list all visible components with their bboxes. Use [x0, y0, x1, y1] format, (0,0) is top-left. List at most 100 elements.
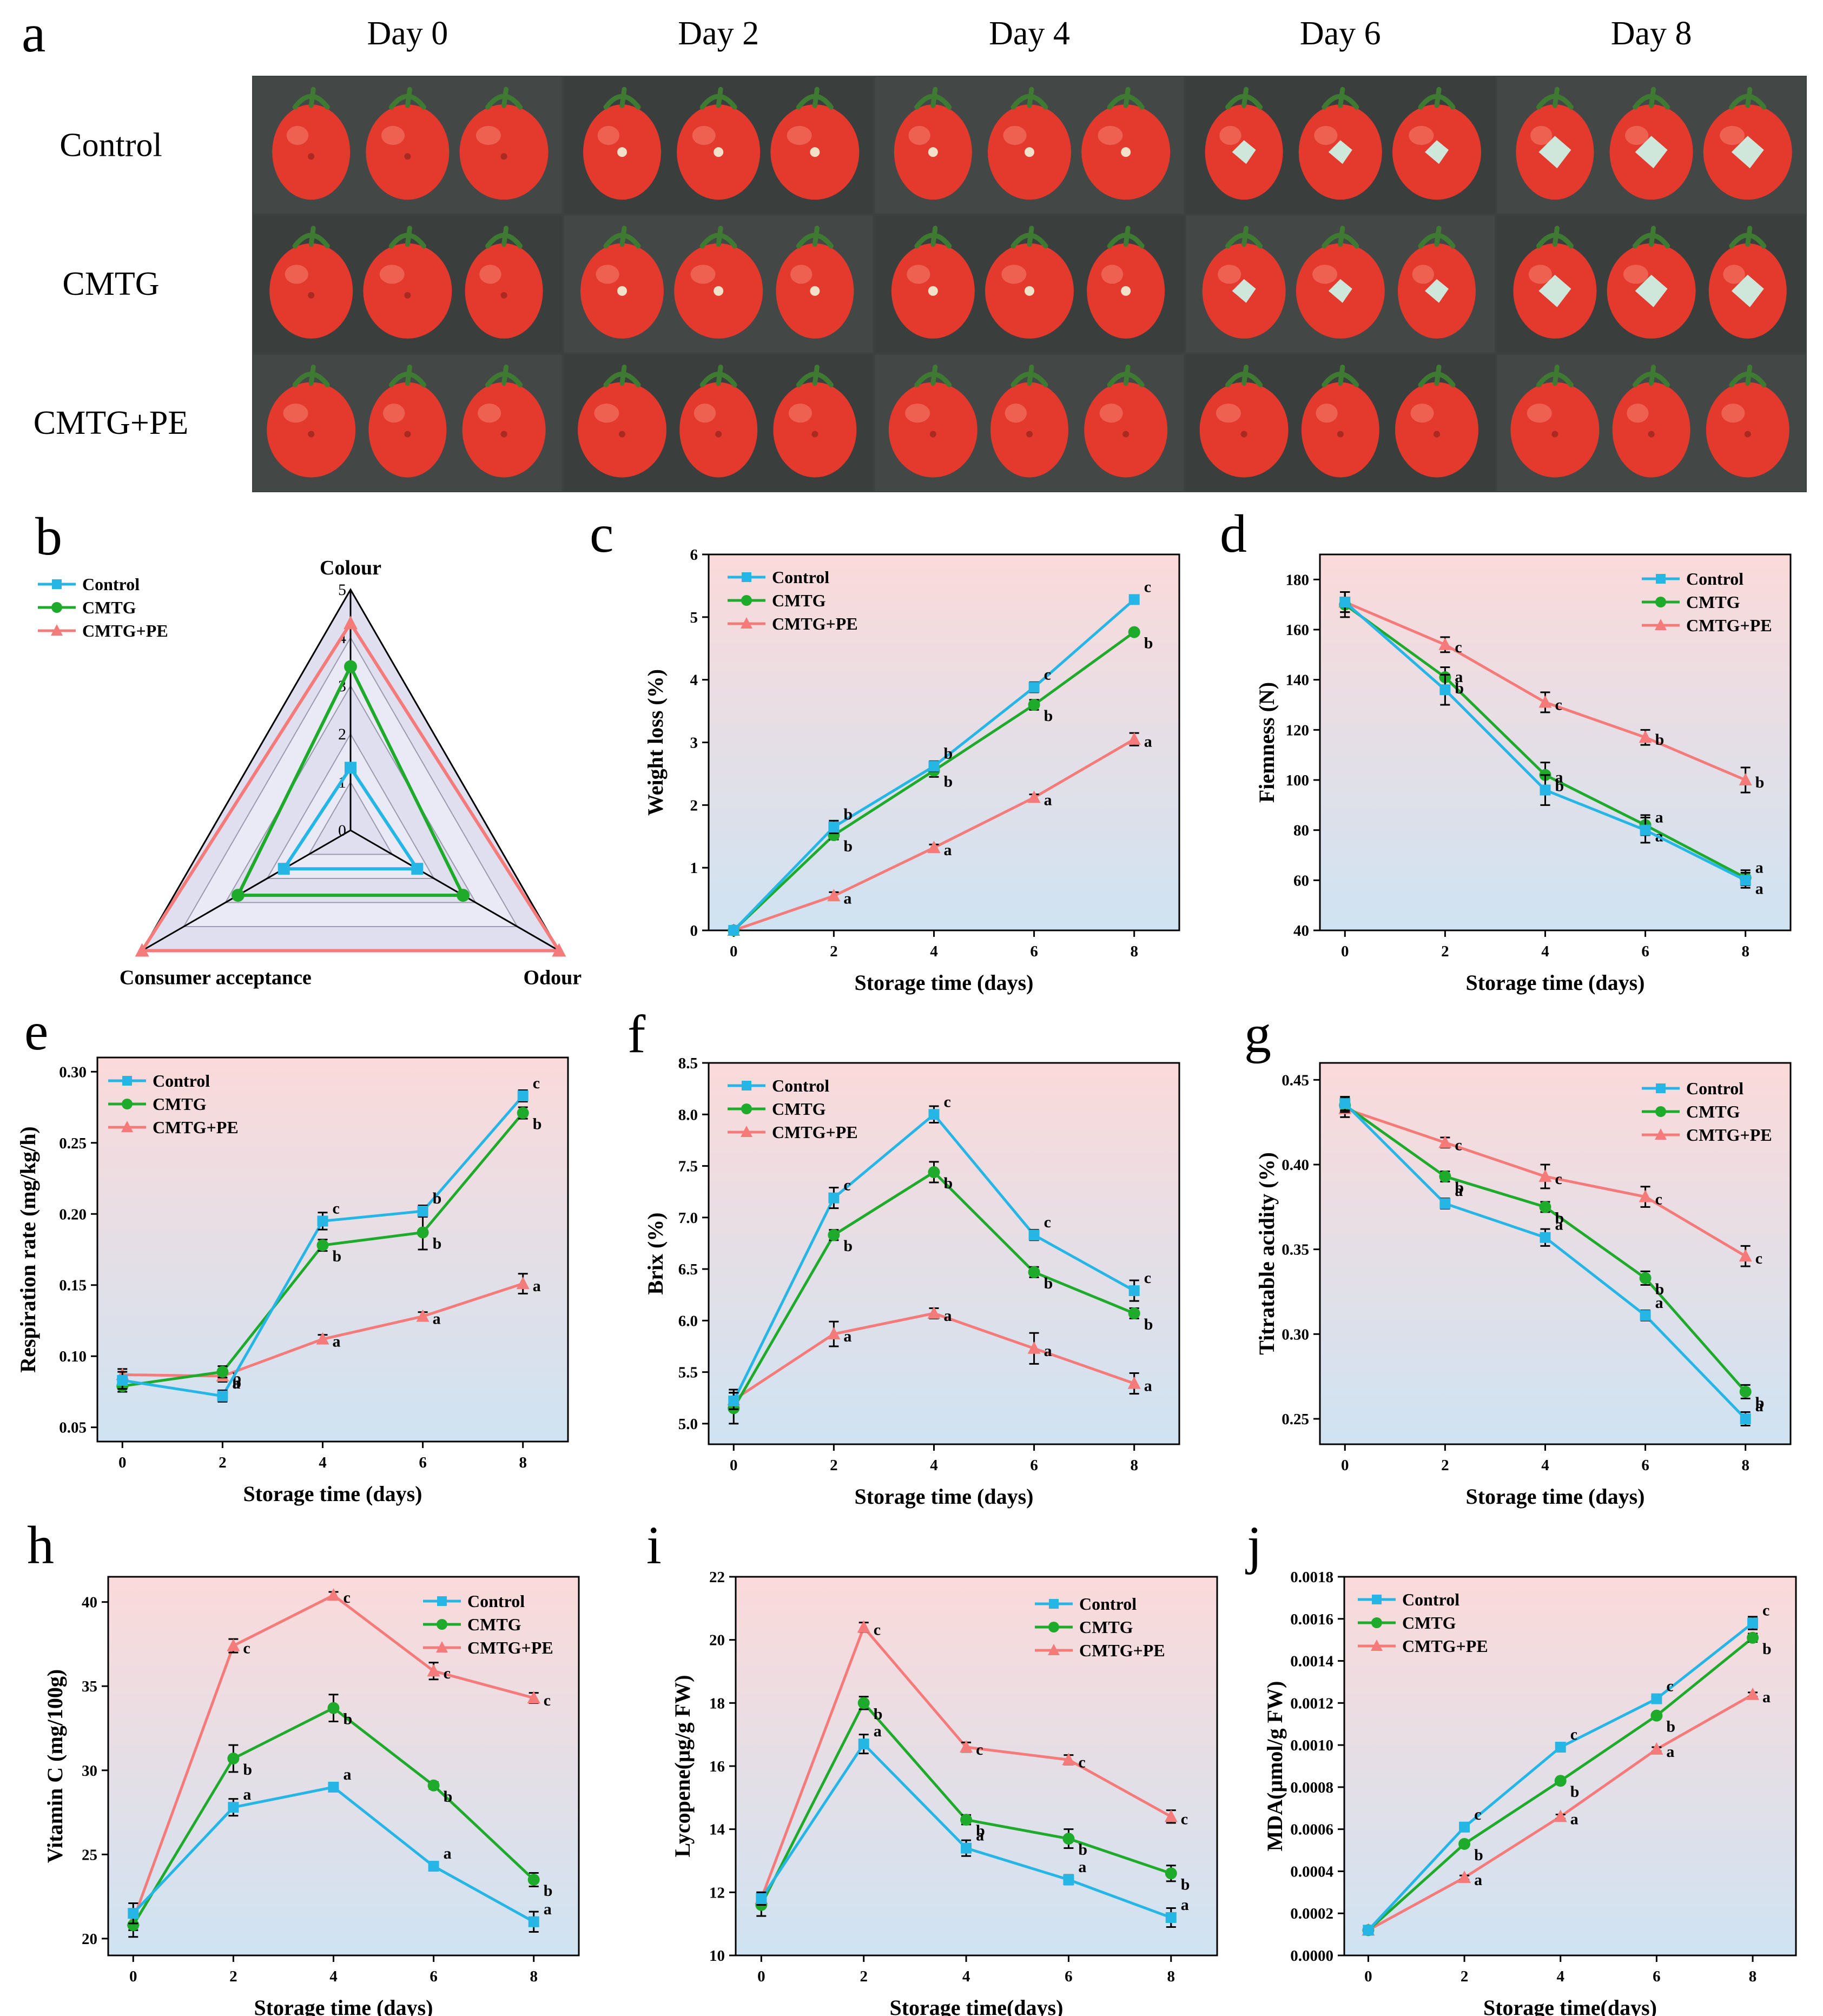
y-axis-label: Lycopene(μg/g FW): [670, 1675, 695, 1857]
data-point: [1739, 1249, 1752, 1262]
data-point: [960, 1814, 973, 1826]
significance-letter: c: [843, 1176, 850, 1194]
plot-frame: [1319, 553, 1792, 931]
plot-frame: [708, 1062, 1180, 1445]
data-point: [217, 1390, 228, 1402]
data-point: [411, 863, 424, 875]
data-point: [1165, 1867, 1177, 1880]
significance-letter: a: [943, 841, 952, 859]
legend-label: Control: [467, 1591, 525, 1611]
treatment-row-labels: Control CMTG CMTG+PE: [34, 127, 188, 441]
y-tick-label: 40: [82, 1594, 97, 1611]
tomato-icon: [269, 226, 353, 339]
x-tick-label: 8: [1130, 1457, 1138, 1474]
radar-axis-label: Colour: [320, 557, 381, 579]
photo-cell: [564, 354, 873, 492]
data-point: [117, 1374, 128, 1386]
y-tick-label: 160: [1286, 622, 1310, 639]
day-column-labels: Day 0 Day 2 Day 4 Day 6 Day 8: [367, 15, 1692, 52]
x-axis-label: Storage time (days): [854, 1484, 1033, 1509]
y-tick-label: 18: [709, 1695, 725, 1712]
significance-letter: a: [1144, 1377, 1152, 1395]
data-point: [517, 1107, 529, 1119]
legend-marker: [122, 1076, 132, 1086]
legend-marker: [741, 595, 752, 606]
plot-area: [709, 554, 1179, 930]
significance-letter: b: [243, 1761, 252, 1779]
y-tick-label: 7.0: [678, 1209, 698, 1227]
significance-letter: a: [1755, 858, 1763, 876]
significance-letter: a: [874, 1722, 882, 1740]
significance-letter: b: [874, 1705, 883, 1723]
tomato-icon: [1397, 226, 1476, 339]
tomato-icon: [1205, 87, 1283, 200]
significance-letter: b: [1666, 1718, 1675, 1736]
x-tick-label: 8: [519, 1454, 527, 1471]
legend-marker: [1656, 574, 1666, 584]
significance-letter: b: [1655, 731, 1665, 749]
tomato-photo-grid: [253, 77, 1806, 492]
day-label: Day 8: [1611, 15, 1692, 52]
x-tick-label: 6: [1641, 943, 1649, 960]
y-tick-label: 5.5: [678, 1364, 698, 1382]
data-point: [127, 1919, 140, 1931]
significance-letter: b: [1474, 1846, 1483, 1864]
series-control: c c c c: [728, 1093, 1151, 1410]
legend-label: CMTG+PE: [153, 1118, 239, 1137]
x-tick-label: 8: [1741, 1457, 1749, 1474]
significance-letter: c: [332, 1199, 339, 1217]
chart-h: h 20 25 30 35 40 0 2 4 6 8 Storage time (days) Vitam…: [27, 1515, 580, 2016]
x-tick-label: 0: [730, 1457, 738, 1474]
legend-label: CMTG: [1686, 592, 1740, 612]
significance-letter: c: [1474, 1806, 1481, 1823]
mould-spot-icon: [1635, 136, 1668, 169]
data-point: [1438, 1135, 1452, 1148]
x-tick-label: 4: [930, 1457, 938, 1474]
x-tick-label: 0: [1364, 1968, 1372, 1985]
tomato-icon: [1706, 365, 1789, 478]
data-point: [527, 1691, 540, 1703]
data-point: [1128, 1285, 1140, 1297]
data-point: [857, 1620, 870, 1633]
x-tick-label: 0: [118, 1454, 127, 1471]
legend-marker: [1372, 1595, 1382, 1604]
data-point: [1740, 1413, 1751, 1424]
tomato-icon: [1607, 226, 1696, 339]
tomato-icon: [679, 365, 758, 478]
x-axis-label: Storage time (days): [1465, 1484, 1644, 1509]
data-point: [1554, 1809, 1567, 1822]
y-tick-label: 20: [709, 1632, 725, 1649]
significance-letter: c: [1044, 1213, 1051, 1231]
tomato-icon: [1296, 226, 1385, 339]
significance-letter: c: [1455, 638, 1462, 656]
chart-e: e 0.05 0.10 0.15 0.20 0.25 0.30 0 2 4 6 8 Storage ti…: [16, 1001, 569, 1506]
significance-letter: b: [1762, 1640, 1772, 1658]
significance-letter: b: [1455, 1179, 1464, 1197]
legend-marker: [52, 579, 62, 589]
data-point: [1439, 1198, 1451, 1209]
chart-j: j 0.0000 0.0002 0.0004 0.0006 0.0008 0.0010 0.0…: [1245, 1515, 1797, 2016]
significance-letter: a: [1078, 1858, 1086, 1876]
x-tick-label: 8: [1130, 943, 1138, 960]
y-axis-label: Brix (%): [643, 1212, 668, 1294]
radar-axis-label: Consumer acceptance: [120, 967, 312, 989]
legend-marker: [1655, 1128, 1667, 1140]
significance-letter: b: [1755, 1394, 1765, 1412]
significance-letter: a: [1555, 1216, 1563, 1234]
significance-letter: c: [1755, 1250, 1762, 1267]
data-point: [1027, 790, 1041, 803]
data-point: [828, 1192, 840, 1204]
treatment-label: CMTG+PE: [34, 405, 188, 441]
significance-letter: a: [1181, 1896, 1189, 1914]
significance-letter: b: [1570, 1783, 1580, 1801]
data-point: [1538, 1169, 1552, 1182]
mould-spot-icon: [1635, 274, 1668, 307]
data-point: [1165, 1912, 1177, 1923]
data-point: [1128, 594, 1140, 605]
panel-letter-a: a: [22, 3, 45, 63]
mould-spot-icon: [1731, 274, 1764, 307]
y-tick-label: 0.20: [59, 1206, 87, 1223]
